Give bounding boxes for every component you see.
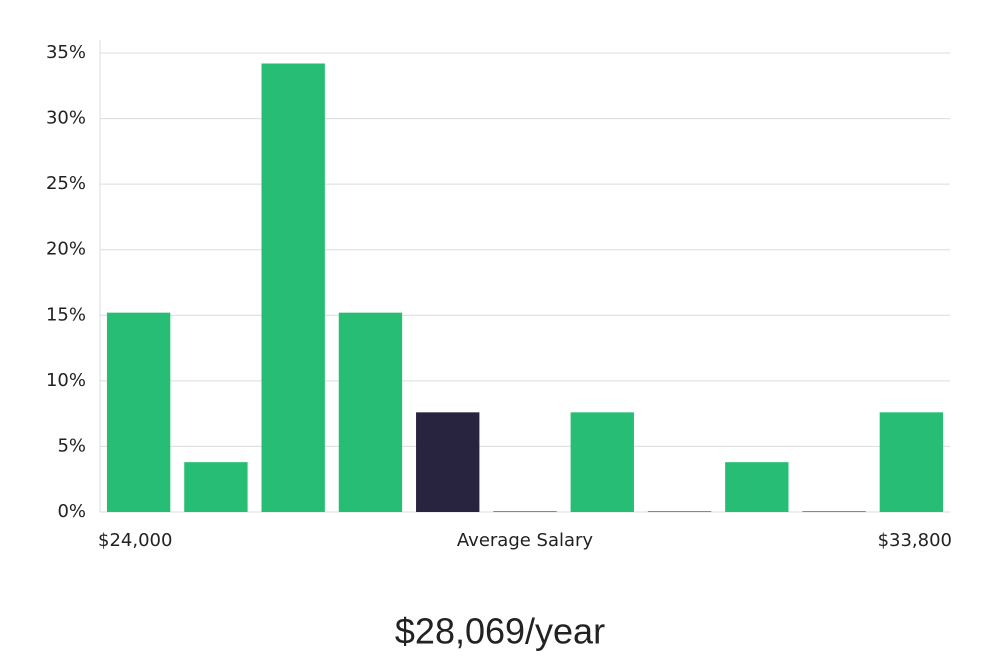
- bar: [261, 63, 325, 513]
- x-start-label: $24,000: [98, 530, 172, 551]
- y-tick-label: 20%: [46, 239, 86, 260]
- bar: [338, 312, 403, 512]
- bar: [725, 462, 789, 512]
- x-axis-label: Average Salary: [457, 530, 594, 551]
- y-tick-label: 35%: [46, 42, 86, 63]
- headline: $28,069/year: [395, 611, 605, 652]
- y-tick-label: 5%: [57, 435, 86, 456]
- y-tick-label: 10%: [46, 370, 86, 391]
- bar: [570, 412, 634, 512]
- y-tick-label: 15%: [46, 304, 86, 325]
- bar: [416, 412, 480, 512]
- bar: [106, 312, 171, 512]
- bar: [879, 412, 944, 512]
- y-tick-label: 25%: [46, 173, 86, 194]
- bar: [647, 511, 712, 512]
- y-tick-label: 0%: [57, 501, 86, 522]
- x-end-label: $33,800: [878, 530, 952, 551]
- bar: [184, 462, 248, 512]
- bar: [493, 511, 557, 512]
- bar: [802, 511, 866, 512]
- y-tick-label: 30%: [46, 108, 86, 129]
